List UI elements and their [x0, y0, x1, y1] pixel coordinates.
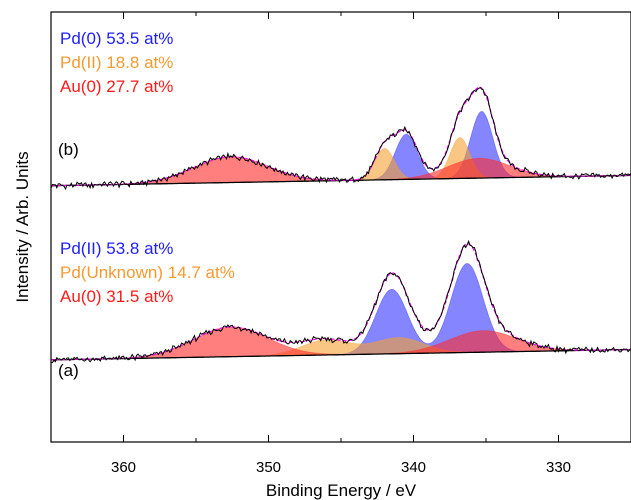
- legend-entry: Pd(Unknown) 14.7 at%: [60, 263, 235, 282]
- measured-spectrum-b: [51, 86, 631, 191]
- panel-label-b: (b): [58, 140, 79, 159]
- axes-layer: [50, 11, 631, 443]
- measured-spectrum-a: [51, 239, 631, 364]
- legend-entry: Au(0) 27.7 at%: [60, 77, 173, 96]
- x-tick-label: 350: [256, 459, 281, 476]
- x-tick-label: 360: [111, 459, 136, 476]
- legend-entry: Pd(II) 18.8 at%: [60, 53, 173, 72]
- series-layer: [51, 86, 631, 364]
- legend-entry: Au(0) 31.5 at%: [60, 287, 173, 306]
- fit-envelope-b: [51, 86, 631, 187]
- panel-label-a: (a): [58, 361, 79, 380]
- x-tick-label: 340: [401, 459, 426, 476]
- x-tick-label: 330: [546, 459, 571, 476]
- text-layer: 360 350 340 330 Binding Energy / eV Intensity…: [13, 29, 571, 500]
- legend-entry: Pd(0) 53.5 at%: [60, 29, 173, 48]
- component-area-red-b: [51, 156, 631, 187]
- legend-entry: Pd(II) 53.8 at%: [60, 239, 173, 258]
- component-area-orange-b: [51, 137, 631, 187]
- y-axis-label: Intensity / Arb. Units: [13, 151, 32, 302]
- background-line-a: [51, 348, 631, 361]
- x-axis-label: Binding Energy / eV: [266, 481, 417, 500]
